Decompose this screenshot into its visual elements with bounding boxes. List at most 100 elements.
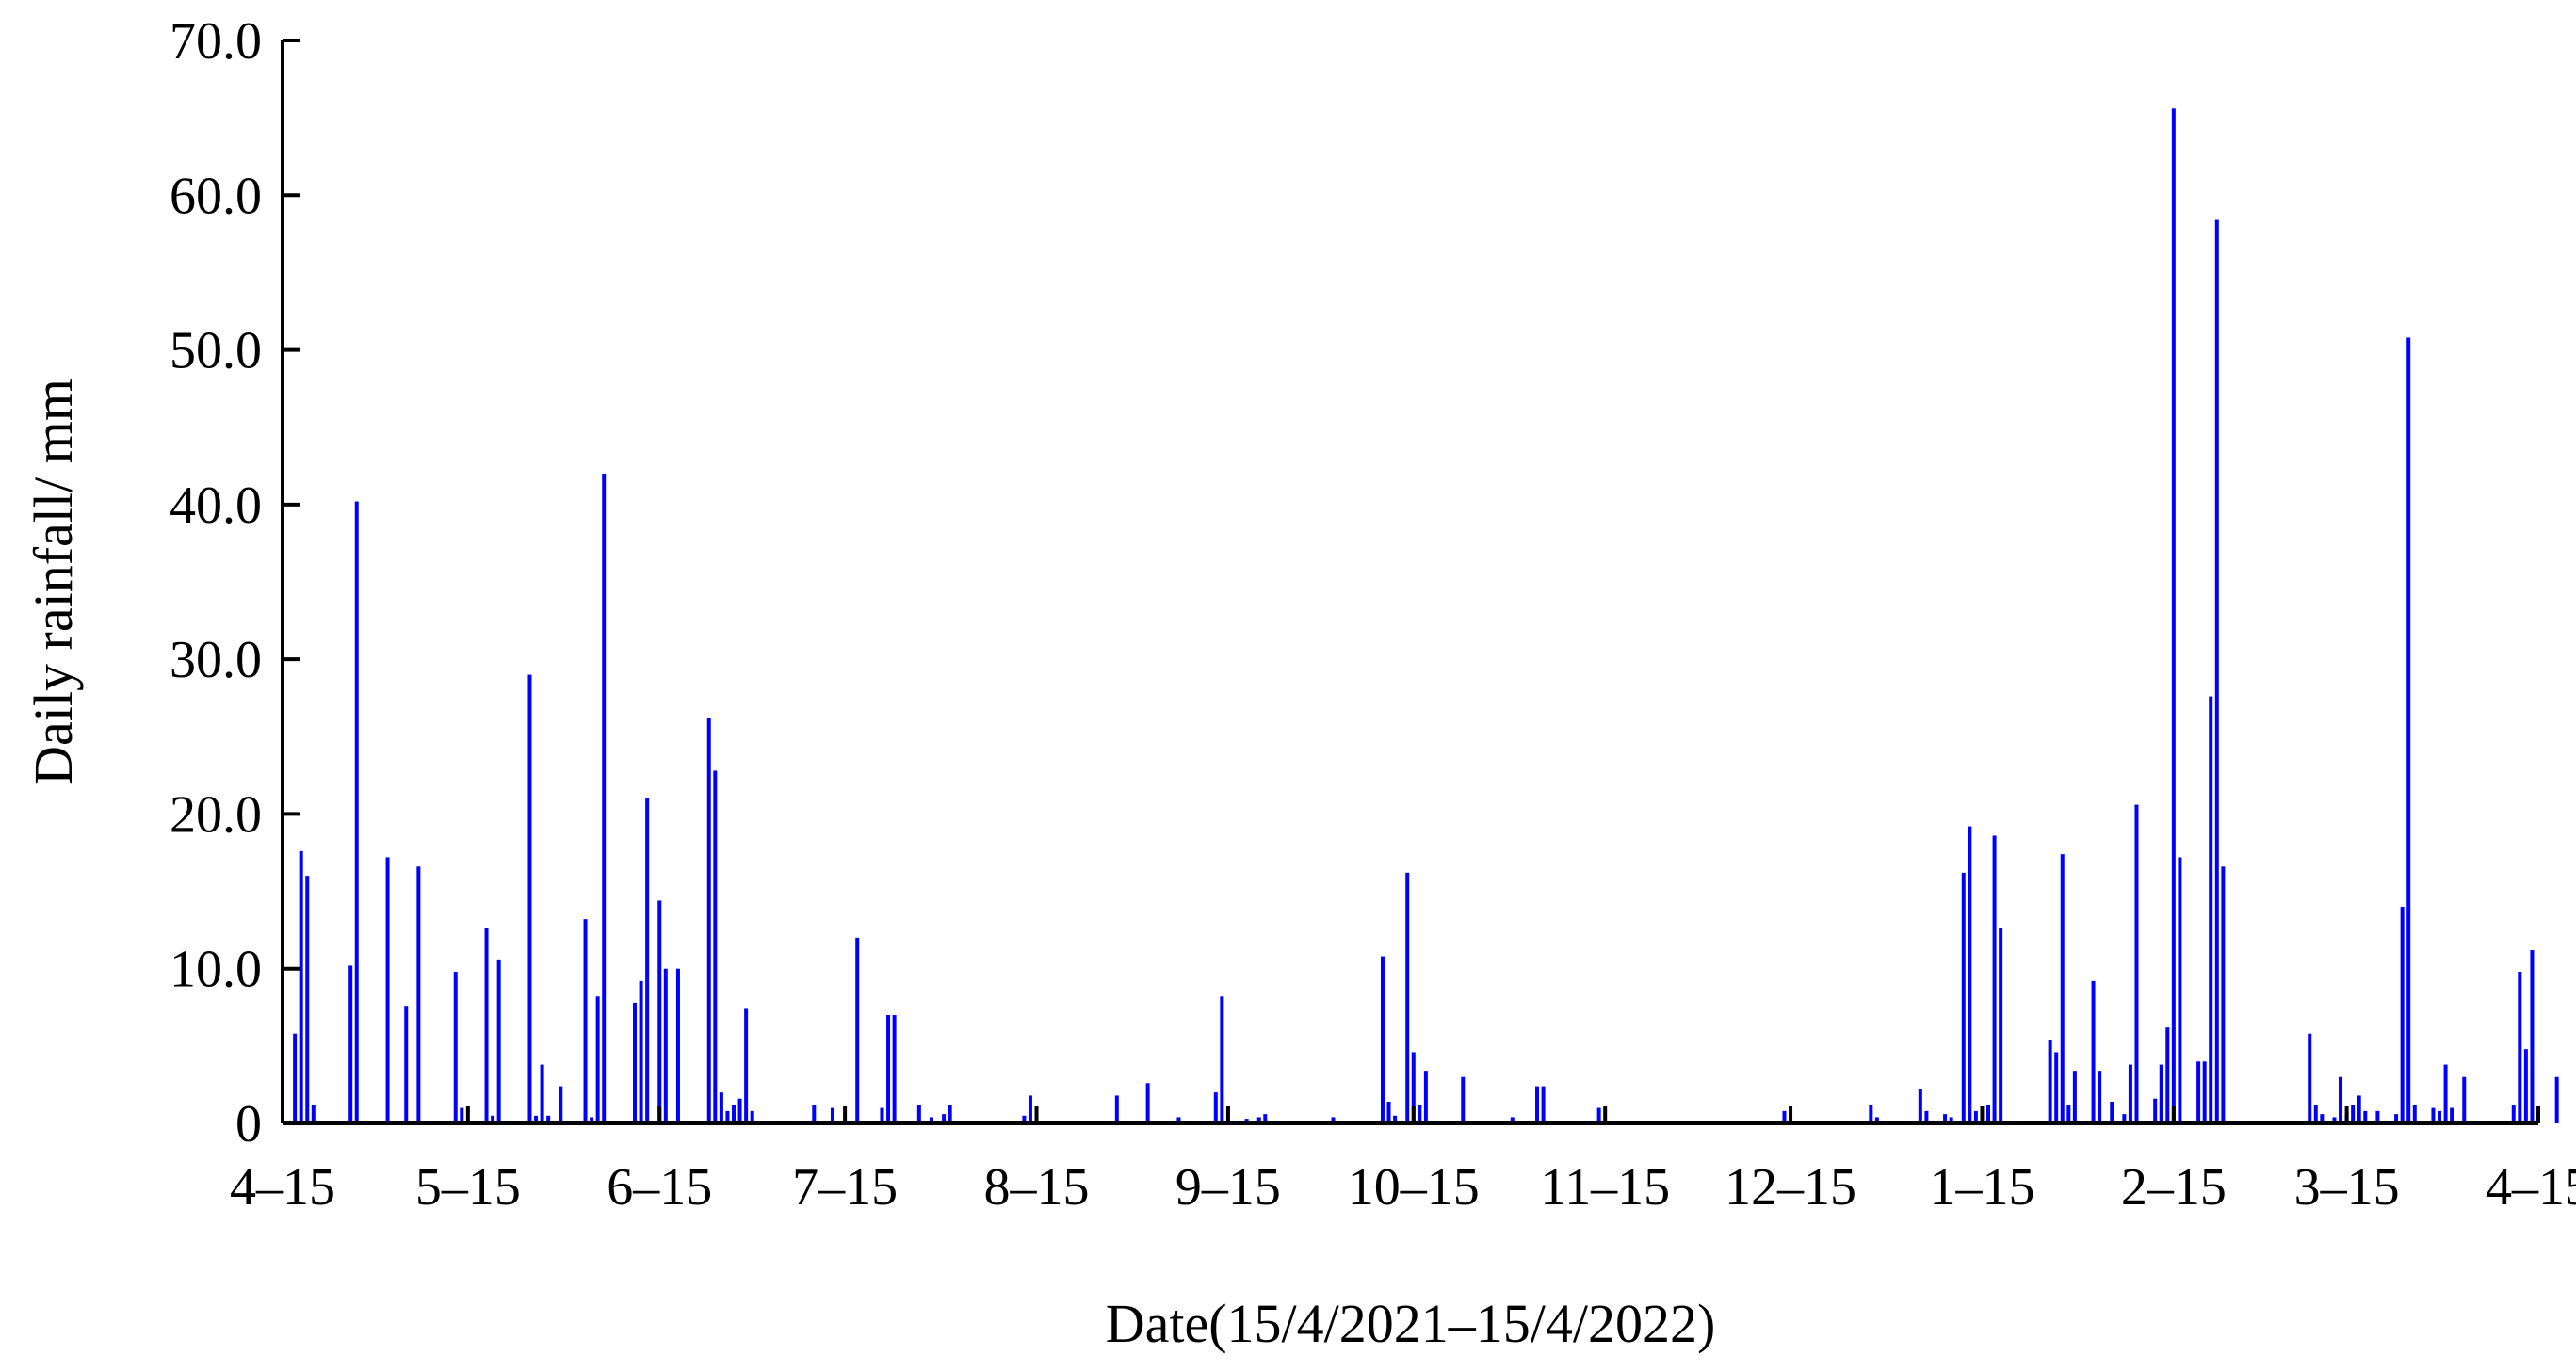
rainfall-bar	[744, 1008, 749, 1123]
rainfall-bar	[713, 770, 718, 1123]
x-tick-label: 4–15	[230, 1158, 335, 1217]
rainfall-bar	[1918, 1089, 1922, 1123]
rainfall-bar	[595, 996, 600, 1123]
rainfall-bar	[293, 1033, 298, 1123]
y-tick-label: 50.0	[170, 322, 262, 380]
rainfall-bar	[1943, 1114, 1948, 1123]
rainfall-bar	[540, 1064, 544, 1123]
rainfall-bar	[2462, 1076, 2467, 1123]
x-tick-label: 12–15	[1725, 1158, 1856, 1217]
rainfall-bar	[2209, 696, 2213, 1123]
rainfall-bar	[2357, 1095, 2361, 1123]
x-tick-label: 4–15	[2486, 1158, 2576, 1217]
rainfall-bar	[590, 1117, 594, 1123]
rainfall-bar	[1244, 1119, 1249, 1123]
rainfall-bar	[1992, 835, 1997, 1123]
rainfall-bar	[1145, 1083, 1150, 1123]
rainfall-bar	[2431, 1107, 2436, 1123]
rainfall-bar	[732, 1105, 736, 1123]
x-tick-label: 6–15	[607, 1158, 712, 1217]
rainfall-bar	[663, 968, 668, 1123]
rainfall-bar	[2412, 1105, 2417, 1123]
rainfall-bar	[311, 1105, 316, 1123]
rainfall-bar	[2159, 1064, 2163, 1123]
rainfall-bar	[2171, 108, 2176, 1123]
rainfall-bar	[453, 972, 458, 1123]
rainfall-bar	[2110, 1102, 2114, 1123]
rainfall-bar	[2332, 1117, 2337, 1123]
rainfall-bar	[1986, 1105, 1991, 1123]
rainfall-bar	[416, 866, 421, 1123]
x-tick-label: 8–15	[984, 1158, 1090, 1217]
y-tick-label: 60.0	[170, 167, 262, 225]
rainfall-bar	[546, 1115, 551, 1123]
x-tick-label: 9–15	[1175, 1158, 1281, 1217]
y-tick-label: 30.0	[170, 631, 262, 689]
rainfall-bar	[886, 1015, 891, 1123]
rainfall-bar	[1386, 1102, 1391, 1123]
rainfall-bar	[1535, 1086, 1540, 1123]
rainfall-bar	[1596, 1107, 1601, 1123]
rainfall-bar	[1028, 1095, 1032, 1123]
rainfall-bar	[1968, 826, 1972, 1123]
rainfall-bar	[2438, 1110, 2442, 1123]
rainfall-bar	[1405, 872, 1410, 1123]
rainfall-bar	[1874, 1117, 1879, 1123]
rainfall-bar	[675, 968, 680, 1123]
y-tick-label: 0	[235, 1095, 262, 1153]
rainfall-bar	[880, 1107, 884, 1123]
rainfall-bar	[460, 1107, 464, 1123]
rainfall-bar	[1973, 1110, 1978, 1123]
rainfall-bar	[2060, 854, 2065, 1123]
rainfall-bar	[2128, 1064, 2132, 1123]
rainfall-bar	[1782, 1110, 1787, 1123]
rainfall-bar	[737, 1098, 742, 1123]
rainfall-bar	[830, 1107, 834, 1123]
rainfall-bar	[2523, 1049, 2528, 1123]
rainfall-bar	[1961, 872, 1966, 1123]
rainfall-bar	[1510, 1117, 1515, 1123]
rainfall-bar	[725, 1110, 730, 1123]
rainfall-bar	[916, 1105, 921, 1123]
rainfall-bar	[2450, 1107, 2454, 1123]
rainfall-bar	[2530, 950, 2535, 1123]
y-tick-label: 10.0	[170, 941, 262, 999]
y-tick-label: 40.0	[170, 476, 262, 535]
x-tick-label: 7–15	[792, 1158, 898, 1217]
rainfall-bar	[1331, 1117, 1336, 1123]
rainfall-bar	[942, 1114, 947, 1123]
rainfall-bar	[2518, 972, 2522, 1123]
bar-series	[293, 108, 2559, 1123]
y-axis-ticks: 0 10.0 20.0 30.0 40.0 50.0 60.0 70.0	[170, 12, 300, 1153]
rainfall-bar	[1541, 1086, 1546, 1123]
rainfall-bar	[299, 850, 303, 1123]
rainfall-bar	[2351, 1105, 2356, 1123]
rainfall-bar	[2054, 1052, 2059, 1123]
rainfall-bar	[583, 919, 588, 1123]
rainfall-bar	[2221, 866, 2226, 1123]
x-tick-label: 11–15	[1540, 1158, 1670, 1217]
rainfall-bar	[2072, 1071, 2077, 1123]
rainfall-bar	[1393, 1115, 1398, 1123]
rainfall-bar	[812, 1105, 817, 1123]
rainfall-bar	[706, 718, 711, 1123]
rainfall-bar	[633, 1002, 638, 1123]
rainfall-bar	[2202, 1061, 2207, 1123]
rainfall-bar	[719, 1092, 723, 1123]
rainfall-bar	[2048, 1040, 2052, 1123]
rainfall-bar	[1256, 1117, 1261, 1123]
rainfall-bar	[645, 798, 650, 1123]
y-axis-title: Daily rainfall/ mm	[23, 379, 84, 785]
rainfall-bar	[2339, 1076, 2343, 1123]
x-tick-label: 1–15	[1929, 1158, 2034, 1217]
rainfall-bar	[348, 965, 353, 1123]
rainfall-bar	[491, 1115, 495, 1123]
rainfall-bar	[639, 980, 643, 1123]
rainfall-bar	[385, 857, 390, 1123]
y-tick-label: 70.0	[170, 12, 262, 71]
rainfall-bar	[1380, 956, 1385, 1123]
rainfall-bar	[2400, 907, 2405, 1123]
rainfall-bar	[1263, 1114, 1268, 1123]
rainfall-bar	[602, 474, 607, 1123]
